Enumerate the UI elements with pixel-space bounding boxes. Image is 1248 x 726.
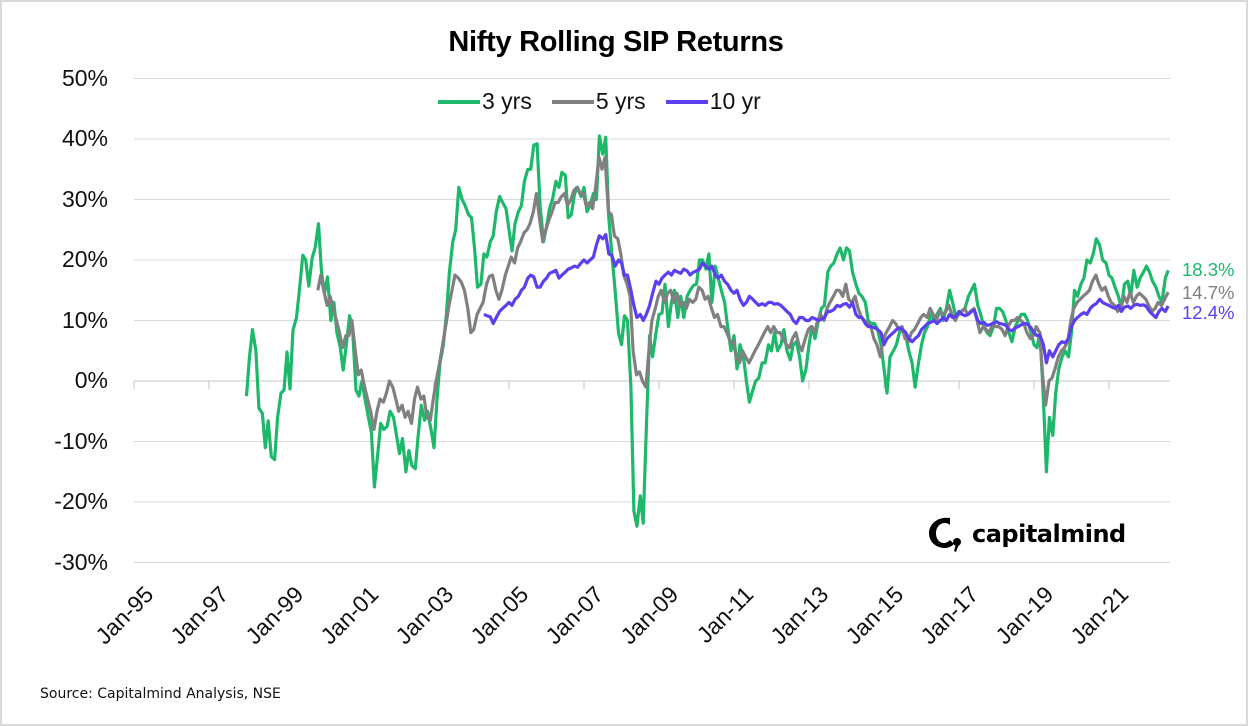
logo-text: capitalmind [972, 520, 1126, 548]
series-line-5yrs [316, 155, 1170, 431]
y-tick-label: -20% [54, 488, 108, 514]
y-tick-label: 20% [61, 246, 108, 272]
source-note: Source: Capitalmind Analysis, NSE [40, 686, 281, 702]
legend-item-10yr: 10 yr [665, 88, 761, 115]
capitalmind-c-icon [929, 517, 961, 552]
end-label-3yrs: 18.3% [1182, 259, 1235, 280]
y-tick-label: 30% [61, 185, 108, 212]
chart-title: Nifty Rolling SIP Returns [448, 26, 784, 58]
legend-label-3yrs: 3 yrs [482, 88, 532, 114]
legend-item-5yrs: 5 yrs [551, 88, 646, 115]
legend-item-3yrs: 3 yrs [438, 88, 532, 115]
y-tick-label: 40% [61, 125, 108, 151]
legend-swatch-5yrs [551, 99, 594, 104]
end-label-10yr: 12.4% [1182, 302, 1235, 323]
y-tick-label: 0% [74, 367, 108, 393]
legend-label-10yr: 10 yr [709, 88, 761, 114]
end-label-5yrs: 14.7% [1182, 282, 1235, 303]
legend-label-5yrs: 5 yrs [595, 88, 646, 114]
y-tick-label: 10% [61, 306, 108, 333]
legend-swatch-3yrs [438, 99, 480, 104]
legend: 3 yrs 5 yrs 10 yr [438, 88, 761, 115]
series-line-10yr [483, 233, 1170, 365]
capitalmind-logo: capitalmind [926, 514, 1126, 554]
y-tick-label: 50% [61, 64, 108, 91]
series-line-3yrs [244, 134, 1170, 528]
y-tick-label: -10% [54, 427, 108, 454]
y-tick-label: -30% [54, 548, 108, 575]
legend-swatch-10yr [665, 99, 708, 104]
